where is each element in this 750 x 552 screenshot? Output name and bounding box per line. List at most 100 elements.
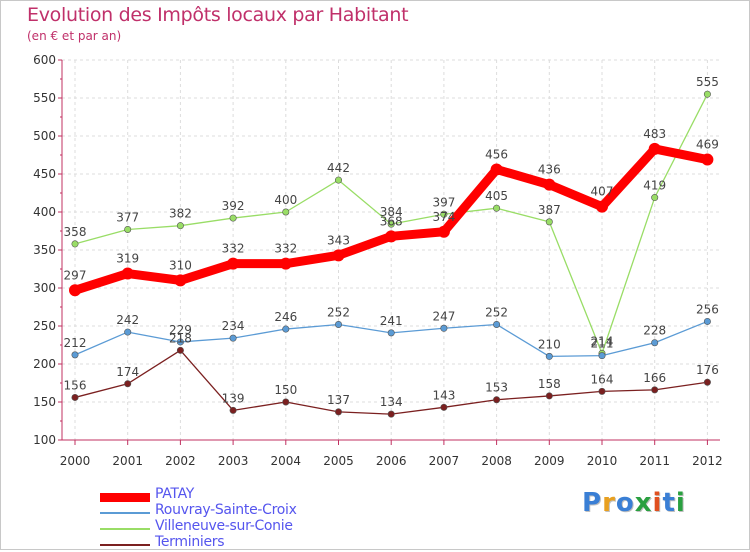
data-label: 252 — [485, 305, 508, 319]
data-point — [121, 267, 134, 280]
data-label: 405 — [485, 189, 508, 203]
data-label: 555 — [696, 75, 719, 89]
data-label: 228 — [643, 324, 666, 338]
data-point — [493, 396, 501, 404]
chart-subtitle: (en € et par an) — [27, 29, 122, 43]
data-point — [227, 257, 240, 270]
data-point — [279, 257, 292, 270]
data-label: 158 — [538, 377, 561, 391]
data-point — [229, 406, 237, 414]
y-tick-label: 150 — [33, 395, 56, 409]
data-label: 319 — [116, 252, 139, 266]
data-labels: 358 377 382 392 400 442 384 397 405 387 214 419 555 2… — [64, 75, 719, 409]
data-label: 246 — [274, 310, 297, 324]
data-label: 358 — [64, 225, 87, 239]
x-tick-label: 2011 — [639, 454, 670, 468]
data-point — [596, 200, 608, 213]
data-point — [545, 352, 553, 360]
x-tick-label: 2009 — [534, 454, 565, 468]
data-label: 407 — [591, 185, 614, 199]
data-label: 442 — [327, 161, 350, 175]
data-point — [490, 163, 503, 176]
data-label: 166 — [643, 371, 666, 385]
data-point — [703, 378, 711, 386]
x-tick-label: 2008 — [481, 454, 512, 468]
data-label: 400 — [274, 193, 297, 207]
data-point — [387, 220, 395, 228]
data-label: 234 — [222, 319, 245, 333]
data-point — [651, 339, 659, 347]
x-tick-label: 2006 — [376, 454, 407, 468]
legend-swatch — [100, 544, 150, 546]
data-label: 387 — [538, 203, 561, 217]
x-tick-label: 2003 — [218, 454, 249, 468]
y-tick-label: 450 — [33, 167, 56, 181]
data-point — [387, 329, 395, 337]
y-tick-label: 600 — [33, 53, 56, 67]
data-label: 392 — [222, 199, 245, 213]
data-label: 164 — [591, 372, 614, 386]
data-label: 176 — [696, 363, 719, 377]
data-point — [387, 410, 395, 418]
chart-title: Evolution des Impôts locaux par Habitant — [27, 4, 409, 26]
data-point — [282, 208, 290, 216]
data-label: 137 — [327, 393, 350, 407]
series-lines — [69, 90, 714, 418]
x-tick-label: 2001 — [112, 454, 143, 468]
data-point — [124, 328, 132, 336]
data-point — [648, 142, 661, 155]
data-point — [703, 90, 711, 98]
data-point — [440, 403, 448, 411]
grid — [62, 59, 720, 440]
data-label: 469 — [696, 138, 719, 152]
logo-letter: r — [602, 488, 616, 518]
logo-letter: x — [634, 488, 653, 518]
data-label: 241 — [380, 314, 403, 328]
data-point — [176, 222, 184, 230]
data-label: 343 — [327, 233, 350, 247]
data-label: 332 — [274, 242, 297, 256]
data-label: 374 — [432, 210, 455, 224]
data-label: 143 — [432, 388, 455, 402]
data-point — [703, 317, 711, 325]
x-tick-label: 2007 — [429, 454, 460, 468]
data-label: 150 — [274, 383, 297, 397]
y-tick-label: 100 — [33, 433, 56, 447]
data-label: 174 — [116, 365, 139, 379]
data-point — [334, 408, 342, 416]
y-tick-label: 350 — [33, 243, 56, 257]
x-tick-label: 2004 — [271, 454, 302, 468]
x-tick-label: 2005 — [323, 454, 354, 468]
y-tick-label: 500 — [33, 129, 56, 143]
data-label: 368 — [380, 214, 403, 228]
data-point — [124, 380, 132, 388]
y-tick-label: 250 — [33, 319, 56, 333]
data-label: 384 — [380, 205, 403, 219]
data-point — [385, 230, 398, 243]
data-label: 139 — [222, 391, 245, 405]
legend-swatch — [100, 493, 150, 502]
legend-swatch — [100, 512, 150, 514]
data-label: 134 — [380, 395, 403, 409]
data-point — [174, 274, 187, 287]
data-point — [176, 338, 184, 346]
data-label: 252 — [327, 305, 350, 319]
data-label: 214 — [591, 334, 614, 348]
data-point — [124, 225, 132, 233]
data-point — [282, 398, 290, 406]
logo-letter: i — [652, 488, 663, 518]
y-tick-label: 300 — [33, 281, 56, 295]
axes: 100 150 200 250 300 350 400 450 500 550 600 2000 200… — [33, 53, 723, 468]
data-point — [332, 249, 345, 262]
data-label: 212 — [64, 336, 87, 350]
data-label: 483 — [643, 127, 666, 141]
logo-letter: P — [582, 488, 603, 518]
data-point — [176, 346, 184, 354]
y-tick-label: 400 — [33, 205, 56, 219]
legend-swatch — [100, 528, 150, 530]
x-tick-label: 2012 — [692, 454, 723, 468]
data-point — [493, 320, 501, 328]
data-label: 310 — [169, 258, 192, 272]
legend-label: PATAY — [155, 486, 195, 502]
